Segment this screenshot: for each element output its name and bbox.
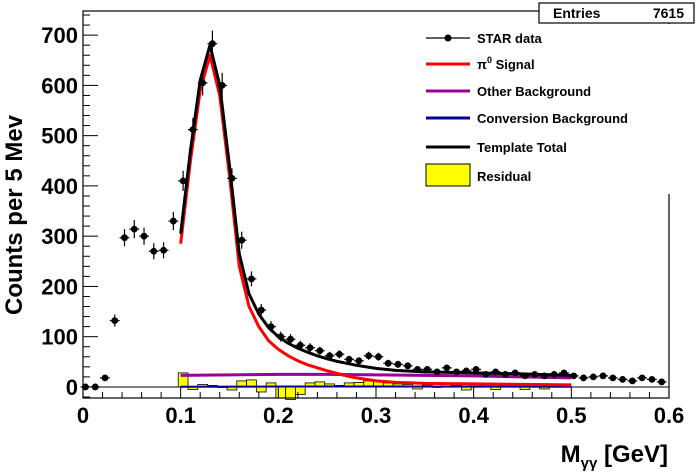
legend-label: Residual <box>477 169 531 184</box>
legend-label: STAR data <box>477 31 543 46</box>
x-tick-label: 0.1 <box>165 403 196 428</box>
x-axis-label: Mγγ [GeV] <box>561 441 668 472</box>
x-tick-label: 0.6 <box>654 403 685 428</box>
data-point <box>248 275 255 283</box>
data-point <box>257 306 265 314</box>
x-tick-label: 0 <box>77 403 89 428</box>
data-point <box>521 372 529 380</box>
data-point <box>404 362 412 370</box>
data-point <box>462 367 470 375</box>
data-point <box>619 376 627 383</box>
data-point <box>101 374 109 382</box>
legend-item-conversion-background: Conversion Background <box>426 111 628 126</box>
y-tick-label: 400 <box>41 174 78 199</box>
data-point <box>638 374 646 382</box>
data-point <box>111 317 119 324</box>
legend-item-residual: Residual <box>425 163 531 187</box>
data-point <box>306 344 314 352</box>
data-point <box>287 335 294 343</box>
data-point <box>355 357 363 365</box>
data-point <box>531 370 539 378</box>
residual-bar <box>255 386 267 393</box>
data-point <box>345 355 353 363</box>
data-point <box>199 79 207 87</box>
legend: STAR data π0 Signal Other Background Con… <box>418 24 670 194</box>
y-tick-label: 700 <box>41 23 78 48</box>
data-point <box>423 365 431 373</box>
data-point <box>628 377 636 385</box>
data-point <box>179 177 187 185</box>
legend-label: Other Background <box>477 84 591 99</box>
legend-item-pi0-signal: π0 Signal <box>426 55 535 72</box>
data-point <box>492 368 500 376</box>
data-point <box>502 370 509 378</box>
data-point <box>609 374 617 382</box>
stats-box: Entries 7615 <box>538 2 695 24</box>
legend-label: Template Total <box>477 140 567 155</box>
data-point <box>443 364 451 372</box>
data-point <box>453 368 460 376</box>
legend-item-star-data: STAR data <box>426 31 543 46</box>
y-axis-title: Counts per 5 Mev <box>1 114 28 315</box>
x-tick-label: 0.5 <box>556 403 587 428</box>
data-point <box>384 359 392 367</box>
data-point <box>414 365 421 373</box>
data-point <box>599 372 607 380</box>
data-point <box>296 341 304 349</box>
data-point <box>433 368 441 376</box>
data-point <box>570 372 578 380</box>
data-point <box>140 232 148 240</box>
data-point <box>658 378 666 386</box>
data-point <box>541 372 548 380</box>
data-point <box>228 174 236 182</box>
data-point <box>150 247 158 255</box>
y-tick-label: 500 <box>41 124 78 149</box>
data-point <box>589 373 597 381</box>
data-point <box>160 246 167 254</box>
data-point <box>121 234 128 242</box>
data-point <box>580 374 587 382</box>
data-point <box>277 333 285 341</box>
data-point <box>365 352 373 360</box>
stats-label: Entries <box>553 5 601 21</box>
y-tick-label: 100 <box>41 325 78 350</box>
data-point <box>267 323 275 331</box>
y-axis-label: Counts per 5 Mev <box>1 114 28 315</box>
data-point <box>238 236 246 244</box>
data-point <box>326 352 334 360</box>
legend-label: Conversion Background <box>477 111 628 126</box>
data-point <box>511 369 519 377</box>
x-tick-label: 0.4 <box>458 403 489 428</box>
x-tick-label: 0.3 <box>361 403 392 428</box>
y-tick-label: 0 <box>66 375 78 400</box>
data-point <box>316 347 324 355</box>
y-tick-label: 300 <box>41 224 78 249</box>
legend-item-template-total: Template Total <box>426 140 567 155</box>
y-tick-label: 200 <box>41 274 78 299</box>
data-point <box>209 40 216 48</box>
stats-value: 7615 <box>653 5 684 21</box>
data-point <box>560 369 568 377</box>
legend-label: π0 Signal <box>477 55 535 72</box>
data-point <box>218 81 226 89</box>
data-point <box>550 370 558 378</box>
data-point <box>648 376 656 383</box>
data-point <box>169 217 177 225</box>
y-tick-label: 600 <box>41 73 78 98</box>
data-point <box>472 365 480 373</box>
residual-bar <box>295 386 306 395</box>
data-point <box>189 126 197 134</box>
residual-bar <box>275 386 287 399</box>
data-point <box>375 353 382 361</box>
data-point <box>394 360 402 368</box>
x-tick-label: 0.2 <box>263 403 294 428</box>
data-point <box>335 350 343 358</box>
legend-item-other-background: Other Background <box>426 84 591 99</box>
data-point <box>482 370 490 378</box>
data-point <box>130 225 138 233</box>
